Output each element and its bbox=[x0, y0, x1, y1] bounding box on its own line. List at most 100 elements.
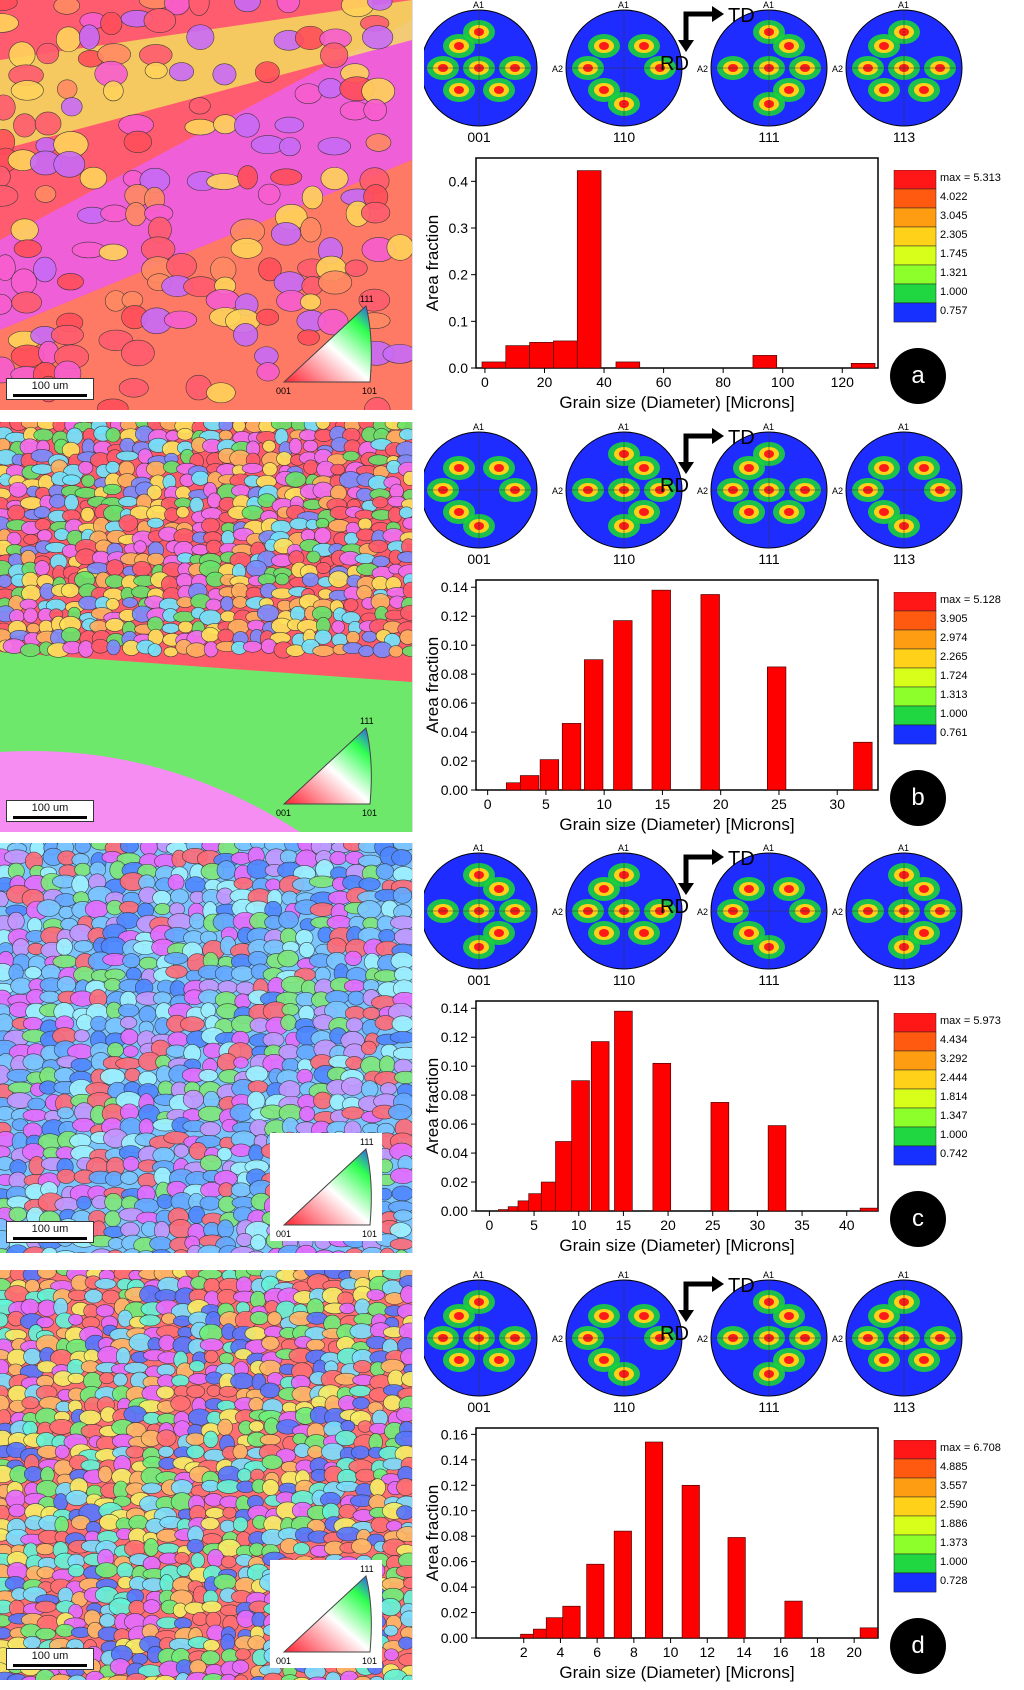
color-bar-swatch bbox=[893, 283, 937, 304]
scale-bar-label: 100 um bbox=[31, 380, 69, 392]
pole-figure-label: 113 bbox=[893, 972, 916, 988]
color-bar-level: 2.444 bbox=[940, 1072, 968, 1084]
pf-axis-a1: A1 bbox=[618, 1270, 629, 1280]
pole-figure-label: 001 bbox=[467, 551, 491, 567]
y-tick-label: 0.2 bbox=[449, 267, 469, 283]
rd-label: RD bbox=[660, 1323, 689, 1345]
pf-axis-a1: A1 bbox=[763, 1270, 774, 1280]
x-tick-label: 20 bbox=[537, 374, 553, 390]
grain-size-histogram: 0 5 10 15 20 25 30 0.00 0.02 0.04 0.06 0.08 0.10 0.12… bbox=[418, 570, 888, 836]
histogram-bar bbox=[700, 594, 720, 791]
pole-figure-001: A1A2001 bbox=[407, 843, 538, 988]
y-tick-label: 0.1 bbox=[449, 313, 469, 329]
pole-figure-111: A1 A2 111 bbox=[697, 0, 828, 145]
y-tick-label: 0.14 bbox=[441, 579, 468, 595]
pf-axis-a1: A1 bbox=[473, 422, 484, 432]
scale-bar: 100 um bbox=[6, 1648, 94, 1670]
grain-map-image bbox=[0, 0, 412, 410]
histogram-bar bbox=[590, 1041, 610, 1212]
pole-figure-row: A1A2001A1A2110A1A2111A1A2113TDRD bbox=[407, 0, 1024, 150]
pf-axis-a1: A1 bbox=[473, 1270, 484, 1280]
grain-size-histogram: 2 4 6 8 10 12 14 16 18 20 0.00 0.02 0.04 0.06 0.08 0.10… bbox=[418, 1418, 888, 1684]
color-bar-level: 1.000 bbox=[940, 1556, 968, 1568]
color-bar-level: 2.974 bbox=[940, 632, 968, 644]
td-label: TD bbox=[728, 5, 755, 27]
y-tick-label: 0.3 bbox=[449, 220, 469, 236]
pole-figure-label: 110 bbox=[613, 129, 636, 145]
histogram-bar bbox=[539, 759, 560, 791]
x-tick-label: 10 bbox=[663, 1644, 679, 1660]
histogram-bar bbox=[652, 1062, 672, 1212]
y-tick-label: 0.00 bbox=[441, 1203, 468, 1219]
rd-label: RD bbox=[660, 896, 689, 918]
plot-frame bbox=[475, 1000, 879, 1212]
ipf-color-key: 111 001 101 bbox=[270, 1560, 382, 1668]
pole-figure-label: 111 bbox=[758, 1399, 779, 1415]
color-bar-swatch bbox=[893, 1439, 937, 1460]
ipf-label-left: 001 bbox=[276, 386, 291, 396]
ipf-label-right: 101 bbox=[362, 1229, 377, 1239]
y-axis-label: Area fraction bbox=[423, 1485, 442, 1581]
x-tick-label: 16 bbox=[773, 1644, 789, 1660]
ebsd-orientation-map: 100 um 111 001 101 bbox=[0, 0, 413, 410]
pole-figure-113: A1 A2 113 bbox=[832, 1270, 963, 1415]
pole-figure-110: A1 A2 110 bbox=[552, 1270, 683, 1415]
color-bar-level: 4.022 bbox=[940, 191, 968, 203]
ebsd-orientation-map: 100 um 111 001 101 bbox=[0, 422, 413, 832]
x-tick-label: 120 bbox=[831, 374, 855, 390]
histogram-bar bbox=[571, 1080, 590, 1212]
color-bar-level: 1.724 bbox=[940, 670, 968, 682]
pole-figure-110: A1 A2 110 bbox=[552, 843, 683, 988]
pole-figure-113: A1 A2 113 bbox=[832, 843, 963, 988]
color-bar-level: 1.321 bbox=[940, 267, 968, 279]
pole-figure-111: A1 A2 111 bbox=[697, 422, 828, 567]
y-tick-label: 0.02 bbox=[441, 1174, 468, 1190]
pf-axis-a1: A1 bbox=[763, 422, 774, 432]
y-tick-label: 0.04 bbox=[441, 724, 468, 740]
color-bar-max: max = 6.708 bbox=[940, 1442, 1001, 1454]
ipf-triangle bbox=[282, 1575, 372, 1653]
histogram-bar bbox=[553, 340, 578, 369]
y-tick-label: 0.00 bbox=[441, 782, 468, 798]
color-bar-level: 2.305 bbox=[940, 229, 968, 241]
y-axis-label: Area fraction bbox=[423, 637, 442, 733]
pf-axis-a2: A2 bbox=[697, 907, 708, 917]
intensity-color-bar: max = 5.973 4.434 3.292 2.444 1.814 1.347 1.00… bbox=[892, 1012, 1022, 1183]
pole-figure-label: 001 bbox=[467, 129, 491, 145]
td-rd-arrows: TD RD bbox=[660, 848, 755, 918]
color-bar-swatch bbox=[893, 1069, 937, 1090]
histogram-bar bbox=[767, 1125, 787, 1212]
histogram-bar bbox=[586, 1563, 605, 1639]
ipf-triangle bbox=[282, 727, 372, 805]
histogram-bar bbox=[651, 589, 671, 791]
pole-figure-label: 110 bbox=[613, 1399, 636, 1415]
color-bar-swatch bbox=[893, 1012, 937, 1033]
x-tick-label: 100 bbox=[771, 374, 795, 390]
x-tick-label: 40 bbox=[596, 374, 612, 390]
histogram-bar bbox=[481, 361, 507, 369]
color-bar-level: 0.761 bbox=[940, 727, 968, 739]
grain-size-histogram: 0 20 40 60 80 100 120 0.0 0.1 0.2 0.3 0.4 Grain size… bbox=[418, 148, 888, 414]
x-tick-label: 4 bbox=[557, 1644, 565, 1660]
x-tick-label: 35 bbox=[794, 1217, 810, 1233]
histogram-bar bbox=[710, 1102, 730, 1212]
y-tick-label: 0.08 bbox=[441, 1087, 468, 1103]
y-tick-label: 0.06 bbox=[441, 1116, 468, 1132]
pole-figure-111: A1 A2 111 bbox=[697, 843, 828, 988]
y-tick-label: 0.12 bbox=[441, 1477, 468, 1493]
pole-figure-label: 110 bbox=[613, 972, 636, 988]
pole-figure-label: 113 bbox=[893, 551, 916, 567]
panel-letter: a bbox=[890, 348, 946, 404]
ipf-label-right: 101 bbox=[362, 386, 377, 396]
y-tick-label: 0.02 bbox=[441, 753, 468, 769]
color-bar-max: max = 5.313 bbox=[940, 172, 1001, 184]
y-tick-label: 0.12 bbox=[441, 1029, 468, 1045]
color-bar-swatch bbox=[893, 629, 937, 650]
color-bar-level: 1.000 bbox=[940, 1129, 968, 1141]
color-bar-level: 2.590 bbox=[940, 1499, 968, 1511]
y-tick-label: 0.14 bbox=[441, 1000, 468, 1016]
histogram-bar bbox=[784, 1600, 803, 1639]
ebsd-orientation-map: 100 um 111 001 101 bbox=[0, 1270, 413, 1680]
y-tick-label: 0.06 bbox=[441, 695, 468, 711]
scale-bar: 100 um bbox=[6, 800, 94, 822]
